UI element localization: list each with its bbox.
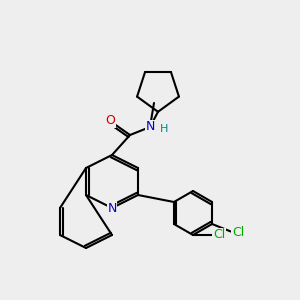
Text: Cl: Cl [213,229,225,242]
Text: N: N [145,121,155,134]
Text: N: N [107,202,117,214]
Text: Cl: Cl [232,226,244,238]
Text: H: H [160,124,168,134]
Text: O: O [105,115,115,128]
